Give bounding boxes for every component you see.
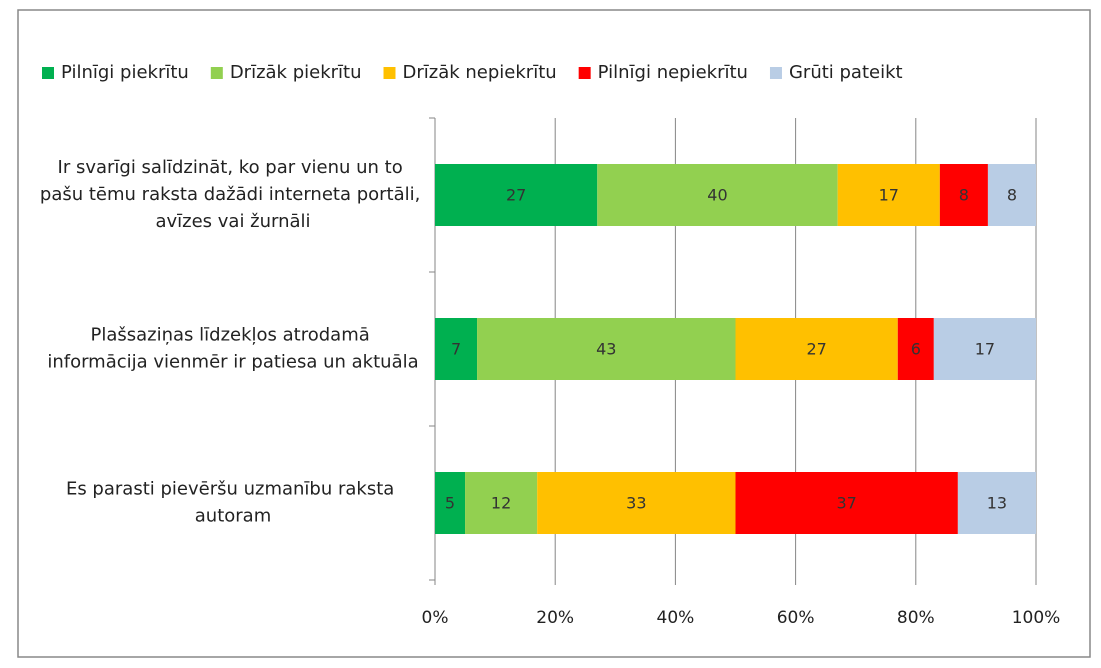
- y-tick-label: Plašsaziņas līdzekļos atrodamā informāci…: [47, 325, 418, 373]
- label-line: informācija vienmēr ir patiesa un aktuāl…: [47, 352, 418, 373]
- data-label: 33: [626, 494, 646, 513]
- bar-segment: [987, 164, 1036, 226]
- bar-segment: [435, 318, 478, 380]
- legend-swatch: [769, 67, 782, 79]
- bar-segment: [939, 164, 988, 226]
- x-tick-label: 80%: [897, 608, 935, 628]
- bar-segment: [735, 318, 898, 380]
- data-label: 40: [707, 186, 727, 205]
- data-label: 7: [451, 340, 461, 359]
- label-line: autoram: [195, 506, 271, 527]
- data-label: 43: [596, 340, 616, 359]
- y-tick-label: Es parasti pievēršu uzmanību raksta auto…: [66, 479, 400, 527]
- data-label: 27: [806, 340, 826, 359]
- label-line: Ir svarīgi salīdzināt, ko par vienu un t…: [58, 157, 409, 178]
- x-tick-label: 100%: [1012, 608, 1061, 628]
- bar-segment: [735, 472, 958, 534]
- data-label: 17: [975, 340, 995, 359]
- y-tick-label: Ir svarīgi salīdzināt, ko par vienu un t…: [40, 157, 426, 232]
- bar-segment: [837, 164, 940, 226]
- bar-segment: [477, 318, 736, 380]
- legend-swatch: [383, 67, 396, 79]
- bar-segment: [435, 472, 466, 534]
- label-line: avīzes vai žurnāli: [155, 211, 310, 232]
- legend-swatch: [210, 67, 223, 79]
- legend-label: Pilnīgi nepiekrītu: [598, 62, 748, 83]
- legend-label: Drīzāk piekrītu: [230, 62, 362, 83]
- bar-segment: [933, 318, 1036, 380]
- data-label: 27: [506, 186, 526, 205]
- legend-swatch: [578, 67, 591, 79]
- bar-segment: [465, 472, 538, 534]
- data-label: 6: [911, 340, 921, 359]
- data-label: 8: [1007, 186, 1017, 205]
- data-label: 5: [445, 494, 455, 513]
- x-tick-label: 20%: [536, 608, 574, 628]
- data-label: 17: [879, 186, 899, 205]
- legend-label: Grūti pateikt: [789, 62, 903, 83]
- data-label: 8: [959, 186, 969, 205]
- bar-segment: [537, 472, 736, 534]
- bar-segment: [897, 318, 934, 380]
- bar-segment: [957, 472, 1036, 534]
- bar-segment: [435, 164, 598, 226]
- x-tick-label: 40%: [657, 608, 695, 628]
- label-line: Es parasti pievēršu uzmanību raksta: [66, 479, 400, 500]
- x-tick-label: 0%: [422, 608, 449, 628]
- legend-swatch: [42, 67, 54, 79]
- label-line: pašu tēmu raksta dažādi interneta portāl…: [40, 184, 426, 205]
- legend-label: Drīzāk nepiekrītu: [403, 62, 557, 83]
- data-label: 37: [837, 494, 857, 513]
- x-tick-label: 60%: [777, 608, 815, 628]
- data-label: 12: [491, 494, 511, 513]
- label-line: Plašsaziņas līdzekļos atrodamā: [91, 325, 376, 346]
- data-label: 13: [987, 494, 1007, 513]
- legend-label: Pilnīgi piekrītu: [61, 62, 189, 83]
- bar-segment: [597, 164, 838, 226]
